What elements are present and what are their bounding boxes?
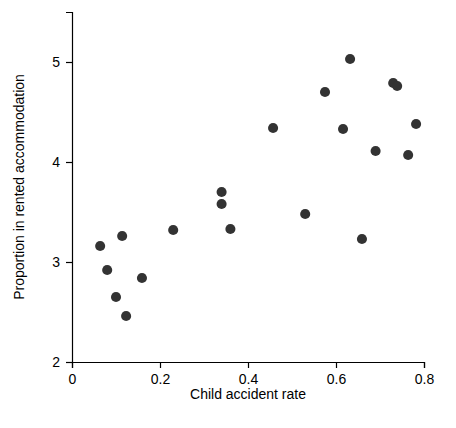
- point: [95, 241, 105, 251]
- tick-label: 3: [52, 254, 60, 270]
- tick-mark: [66, 362, 72, 363]
- point: [268, 123, 278, 133]
- y-axis: 2 3 4 5: [52, 13, 72, 370]
- point: [217, 199, 227, 209]
- tick-mark: [248, 362, 249, 368]
- y-axis-line: [66, 13, 73, 363]
- tick: 4: [52, 154, 72, 170]
- x-axis-line: [73, 363, 425, 369]
- tick-mark: [66, 62, 72, 63]
- point: [111, 292, 121, 302]
- point: [371, 146, 381, 156]
- x-axis-title: Child accident rate: [190, 386, 306, 402]
- point: [168, 225, 178, 235]
- tick: 3: [52, 254, 72, 270]
- tick-label: 0.8: [415, 371, 435, 387]
- point: [137, 273, 147, 283]
- point: [320, 87, 330, 97]
- point: [225, 224, 235, 234]
- tick: 0.6: [327, 362, 347, 387]
- tick: 0.2: [151, 362, 171, 387]
- point: [403, 150, 413, 160]
- tick: 0.8: [415, 362, 435, 387]
- tick: 5: [52, 54, 72, 70]
- tick-mark: [336, 362, 337, 368]
- point: [300, 209, 310, 219]
- tick: 0: [69, 362, 77, 387]
- tick: 2: [52, 354, 72, 370]
- point: [357, 234, 367, 244]
- tick-label: 5: [52, 54, 60, 70]
- point: [217, 187, 227, 197]
- tick-mark: [66, 262, 72, 263]
- points: [95, 54, 421, 321]
- tick-label: 0.6: [327, 371, 347, 387]
- point: [117, 231, 127, 241]
- tick-label: 0.4: [239, 371, 259, 387]
- tick-label: 0.2: [151, 371, 171, 387]
- tick: 0.4: [239, 362, 259, 387]
- point: [121, 311, 131, 321]
- plot: 0 0.2 0.4 0.6 0.8 2 3 4 5: [52, 13, 434, 387]
- y-axis-title: Proportion in rented accommodation: [11, 74, 27, 300]
- point: [345, 54, 355, 64]
- x-axis: 0 0.2 0.4 0.6 0.8: [69, 362, 435, 387]
- tick-mark: [66, 162, 72, 163]
- tick-mark: [160, 362, 161, 368]
- point: [102, 265, 112, 275]
- tick-label: 2: [52, 354, 60, 370]
- tick-mark: [424, 362, 425, 368]
- point: [338, 124, 348, 134]
- point: [392, 81, 402, 91]
- tick-label: 0: [69, 371, 77, 387]
- chart: 0 0.2 0.4 0.6 0.8 2 3 4 5 Child accident rate Prop…: [0, 0, 456, 428]
- tick-label: 4: [52, 154, 60, 170]
- point: [411, 119, 421, 129]
